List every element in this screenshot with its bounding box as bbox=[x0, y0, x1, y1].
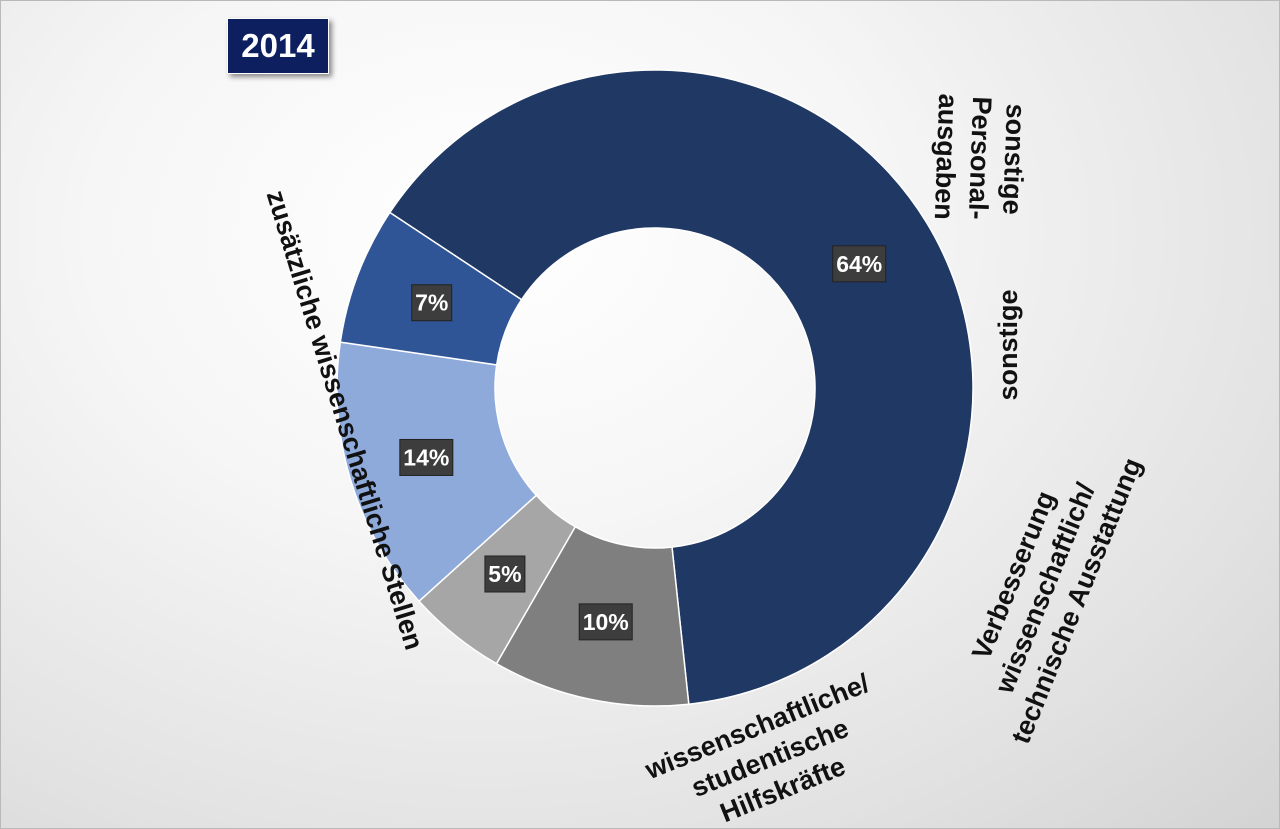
category-label-line: Personal- bbox=[963, 96, 997, 220]
value-label: 10% bbox=[583, 609, 629, 635]
value-label-box bbox=[578, 603, 633, 641]
value-label-box bbox=[484, 555, 526, 593]
category-label-line: ausgaben bbox=[929, 93, 963, 220]
category-label-sonstige-personal-ausgaben: sonstigePersonal-ausgaben bbox=[929, 93, 1031, 222]
value-label: 14% bbox=[403, 444, 449, 470]
value-label: 7% bbox=[415, 290, 448, 316]
value-label: 64% bbox=[836, 251, 882, 277]
category-label-line: sonstige bbox=[993, 289, 1023, 400]
value-label-box bbox=[411, 284, 453, 322]
value-label-box bbox=[399, 438, 454, 476]
year-badge: 2014 bbox=[227, 18, 329, 74]
category-label-sonstige: sonstige bbox=[993, 289, 1023, 400]
value-label-box bbox=[832, 245, 887, 283]
value-label: 5% bbox=[488, 561, 521, 587]
category-label-verbesserung-wissenschaftlich-technische-ausstattung: Verbesserungwissenschaftlich/technische … bbox=[942, 428, 1147, 748]
category-label-line: sonstige bbox=[997, 103, 1031, 215]
slice-zusatzliche-wissenschaftliche-stellen bbox=[388, 69, 974, 706]
